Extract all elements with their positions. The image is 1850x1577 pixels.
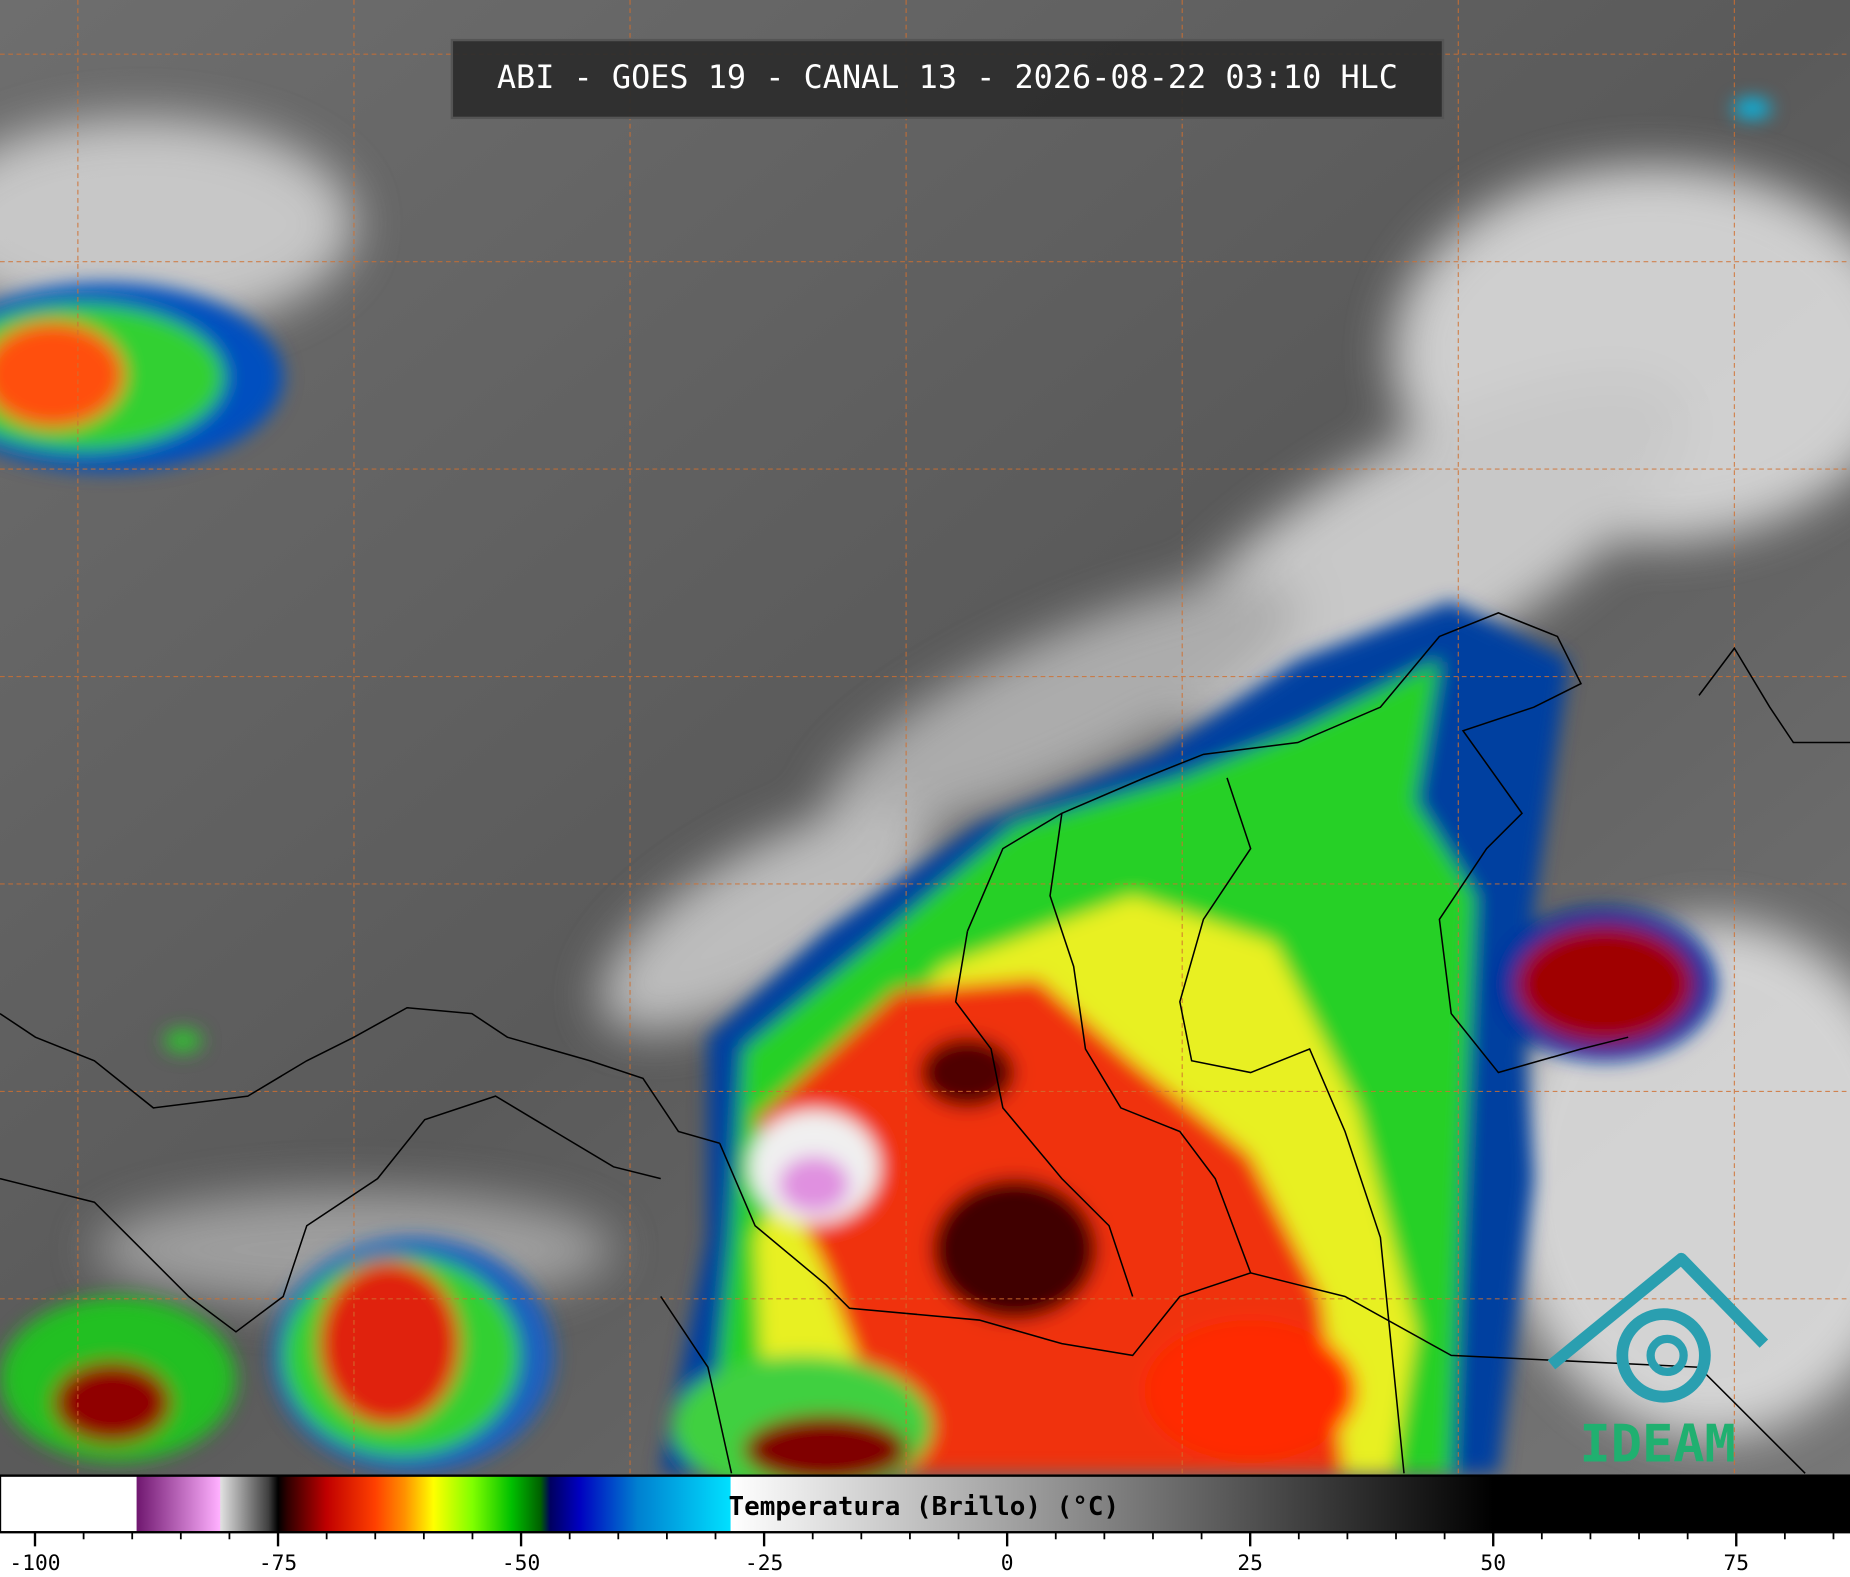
colorbar [0,1474,1850,1534]
borders [0,612,1850,1474]
colorbar-ticks: -100 -75 -50 -25 0 25 50 75 [9,1532,1835,1576]
tick-label: 25 [1237,1551,1263,1576]
logo-text: IDEAM [1580,1414,1736,1474]
graticule [0,0,1850,1476]
convection [0,99,1771,1497]
title-box [450,38,1445,120]
tick-label: 0 [1001,1551,1014,1576]
tick-label: 75 [1723,1551,1749,1576]
tick-label: -25 [745,1551,783,1576]
tick-label: -100 [9,1551,60,1576]
tick-label: -50 [502,1551,540,1576]
tick-label: 50 [1480,1551,1506,1576]
tick-label: -75 [259,1551,297,1576]
logo: IDEAM [1547,1252,1769,1474]
title: ABI - GOES 19 - CANAL 13 - 2026-08-22 03… [497,58,1398,96]
colorbar-label: Temperatura (Brillo) (°C) [729,1492,1120,1522]
